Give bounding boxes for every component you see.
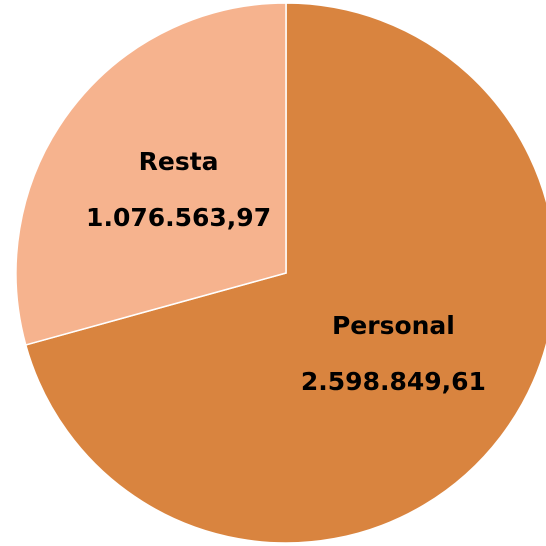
- slice-value: 2.598.849,61: [301, 367, 486, 396]
- slice-value: 1.076.563,97: [86, 203, 271, 232]
- pie-slice: [15, 2, 287, 346]
- slice-name: Personal: [332, 311, 455, 340]
- pie-slice: [24, 2, 546, 544]
- slice-name: Resta: [139, 147, 219, 176]
